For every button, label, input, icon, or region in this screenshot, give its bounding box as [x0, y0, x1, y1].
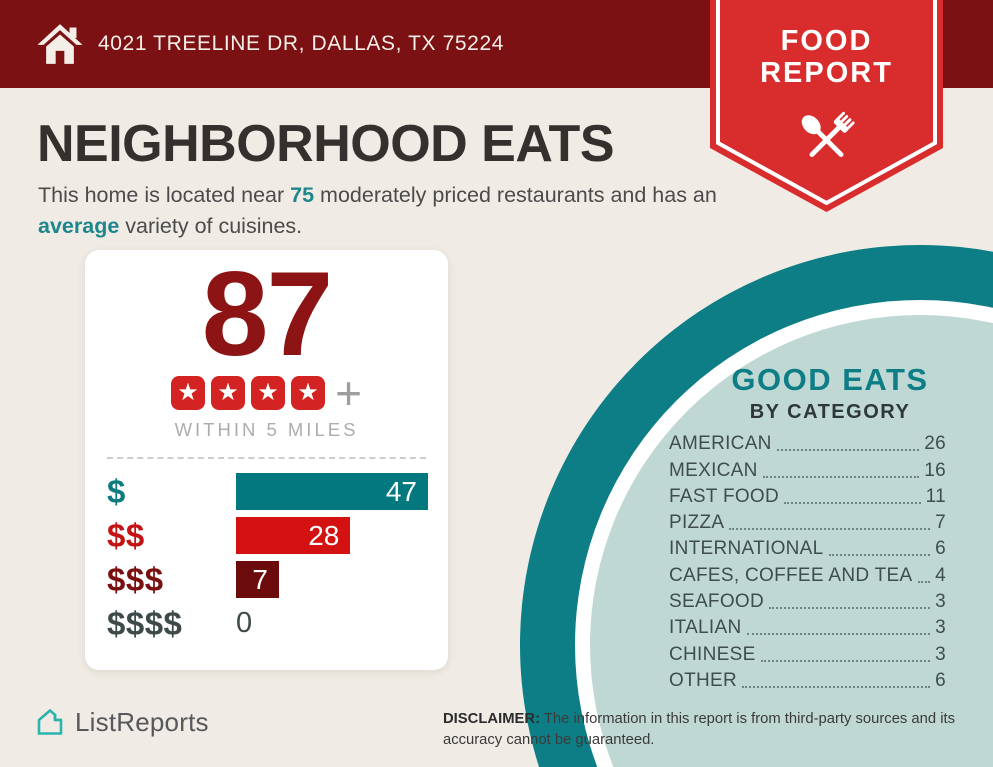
price-tier-label: $$$: [107, 560, 164, 598]
ribbon-shape: [710, 0, 943, 212]
home-icon: [37, 24, 83, 64]
plus-icon: +: [335, 367, 362, 419]
category-value: 16: [924, 459, 946, 481]
spoon-fork-icon: [801, 111, 855, 158]
restaurant-count: 75: [290, 183, 315, 207]
category-label: CAFES, COFFEE AND TEA: [669, 564, 913, 586]
page-title: NEIGHBORHOOD EATS: [37, 115, 615, 173]
price-bar-row: $$$ 7: [107, 561, 428, 598]
bar-fill: 28: [236, 517, 351, 554]
star-icon: ★: [291, 376, 326, 410]
category-value: 4: [935, 564, 946, 586]
ribbon-inner-border: [716, 0, 937, 206]
dot-leader: [784, 501, 921, 504]
disclaimer-label: DISCLAIMER:: [443, 711, 540, 727]
subtitle-text: moderately priced restaurants and has an: [314, 183, 717, 207]
listreports-icon: [37, 709, 63, 735]
dot-leader: [828, 554, 931, 557]
subtitle-text: This home is located near: [38, 183, 291, 207]
dashed-divider: [107, 457, 426, 459]
bar-fill: 7: [236, 561, 279, 598]
category-label: OTHER: [669, 669, 737, 691]
circle-inner-fill: [590, 315, 993, 767]
ribbon-line2: REPORT: [760, 57, 893, 89]
dot-leader: [762, 475, 920, 478]
category-label: SEAFOOD: [669, 591, 765, 613]
category-list: AMERICAN 26 MEXICAN 16 FAST FOOD 11 PIZZA 7 INTE…: [669, 429, 946, 692]
price-tier-label: $$: [107, 516, 145, 554]
price-bar-chart: $47 $$ 28 $$$ 7 $$$$ 0: [107, 473, 428, 642]
category-value: 3: [935, 617, 946, 639]
category-label: PIZZA: [669, 512, 725, 534]
category-value: 11: [925, 485, 946, 507]
bar-track: 0: [236, 605, 428, 642]
price-bar-row: $$ 28: [107, 517, 428, 554]
food-report-ribbon: FOOD REPORT: [710, 0, 943, 212]
category-label: ITALIAN: [669, 617, 742, 639]
disclaimer-text: The information in this report is from t…: [443, 711, 956, 748]
star-rating: ★ ★ ★ ★: [171, 376, 326, 410]
star-icon: ★: [251, 376, 286, 410]
score-card: 87 ★ ★ ★ ★ + WITHIN 5 MILES $47 $$ 28 $$$ 7 $$$$…: [85, 250, 448, 670]
price-tier-label: $: [107, 472, 126, 510]
good-eats-subtitle: BY CATEGORY: [749, 401, 911, 423]
category-value: 6: [935, 669, 946, 691]
category-row: INTERNATIONAL 6: [669, 534, 946, 560]
category-row: CAFES, COFFEE AND TEA 4: [669, 560, 946, 586]
good-eats-header: GOOD EATS BY CATEGORY: [680, 362, 980, 424]
disclaimer: DISCLAIMER: The information in this repo…: [443, 709, 978, 750]
category-label: MEXICAN: [669, 459, 758, 481]
bar-track: 28: [236, 517, 428, 554]
category-row: SEAFOOD 3: [669, 587, 946, 613]
category-row: CHINESE 3: [669, 639, 946, 665]
category-row: OTHER 6: [669, 666, 946, 692]
subtitle-text: variety of cuisines.: [119, 213, 303, 238]
star-icon: ★: [211, 376, 246, 410]
category-row: FAST FOOD 11: [669, 482, 946, 508]
dot-leader: [729, 528, 931, 531]
category-row: MEXICAN 16: [669, 455, 946, 481]
category-row: ITALIAN 3: [669, 613, 946, 639]
price-bar-row: $47: [107, 473, 428, 510]
good-eats-title: GOOD EATS: [731, 362, 929, 397]
variety-highlight: average: [38, 213, 120, 238]
page-subtitle: This home is located near 75 moderately …: [38, 180, 728, 241]
dot-leader: [742, 685, 931, 688]
dot-leader: [760, 659, 931, 662]
category-value: 7: [935, 512, 946, 534]
dot-leader: [776, 449, 920, 452]
property-address: 4021 TREELINE DR, DALLAS, TX 75224: [98, 32, 504, 55]
category-value: 26: [924, 433, 946, 455]
category-label: AMERICAN: [669, 433, 772, 455]
bar-zero-value: 0: [236, 607, 253, 639]
dot-leader: [917, 580, 931, 583]
category-row: PIZZA 7: [669, 508, 946, 534]
restaurant-score: 87: [201, 247, 333, 381]
category-value: 3: [935, 591, 946, 613]
price-bar-row: $$$$ 0: [107, 605, 428, 642]
category-label: CHINESE: [669, 643, 756, 665]
brand-name: ListReports: [75, 706, 209, 737]
category-value: 3: [935, 643, 946, 665]
category-value: 6: [935, 538, 946, 560]
price-tier-label: $$$$: [107, 604, 183, 642]
bar-track: 47: [236, 473, 428, 510]
category-label: FAST FOOD: [669, 485, 780, 507]
bar-fill: 47: [236, 473, 428, 510]
category-label: INTERNATIONAL: [669, 538, 824, 560]
ribbon-line1: FOOD: [781, 25, 873, 57]
bar-track: 7: [236, 561, 428, 598]
star-icon: ★: [171, 376, 206, 410]
brand-logo: ListReports: [34, 706, 209, 738]
dot-leader: [746, 633, 931, 636]
radius-caption: WITHIN 5 MILES: [174, 419, 359, 440]
dot-leader: [769, 607, 931, 610]
category-row: AMERICAN 26: [669, 429, 946, 455]
rating-row: ★ ★ ★ ★ +: [85, 367, 448, 419]
